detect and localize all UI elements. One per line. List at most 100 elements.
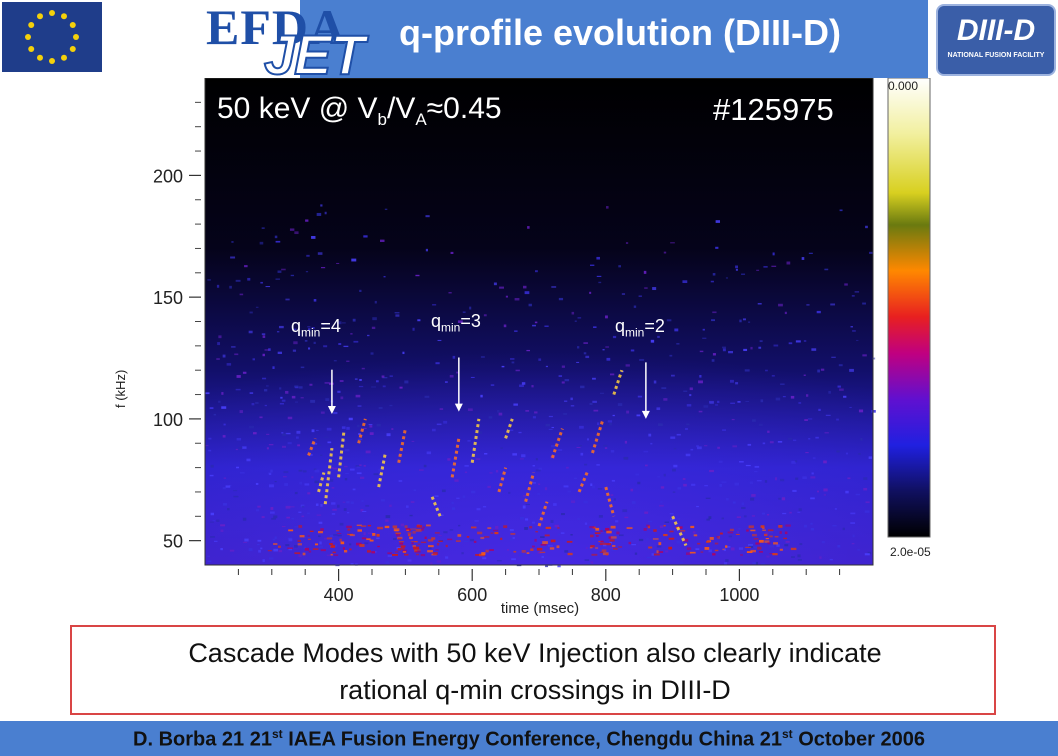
noise-speckle (590, 264, 595, 266)
noise-speckle (483, 314, 487, 317)
noise-speckle (773, 344, 779, 347)
low-frequency-band (347, 528, 351, 531)
noise-speckle (307, 347, 311, 350)
noise-speckle (599, 392, 605, 394)
noise-speckle (758, 346, 762, 349)
noise-speckle (216, 284, 220, 288)
noise-speckle (663, 251, 667, 254)
noise-speckle (751, 494, 756, 497)
low-frequency-band (566, 540, 573, 543)
noise-speckle (233, 495, 239, 498)
x-tick-label: 1000 (719, 585, 759, 605)
noise-speckle (784, 311, 787, 315)
cascade-mode-streak (550, 428, 564, 459)
noise-speckle (432, 304, 437, 306)
low-frequency-band (404, 525, 408, 528)
noise-speckle (445, 556, 449, 559)
noise-speckle (444, 381, 448, 383)
noise-speckle (765, 369, 768, 372)
low-frequency-band (740, 554, 743, 556)
noise-speckle (858, 453, 861, 455)
low-frequency-band (278, 545, 281, 548)
noise-speckle (798, 402, 802, 404)
noise-speckle (791, 556, 795, 558)
x-axis-label: time (msec) (501, 600, 579, 617)
noise-speckle (391, 428, 394, 430)
noise-speckle (787, 437, 793, 440)
noise-speckle (635, 473, 640, 476)
noise-speckle (702, 328, 705, 331)
noise-speckle (765, 531, 769, 535)
noise-speckle (657, 476, 661, 478)
low-frequency-band (410, 528, 417, 530)
noise-speckle (865, 501, 870, 504)
noise-speckle (850, 326, 853, 328)
low-frequency-band (405, 528, 410, 531)
noise-speckle (748, 321, 751, 323)
noise-speckle (382, 385, 386, 388)
noise-speckle (229, 484, 232, 487)
low-frequency-band (267, 550, 272, 552)
low-frequency-band (349, 548, 352, 551)
noise-speckle (521, 454, 526, 458)
low-frequency-band (367, 524, 372, 527)
low-frequency-band (693, 534, 698, 537)
noise-speckle (469, 306, 472, 310)
noise-speckle (265, 286, 271, 288)
noise-speckle (519, 516, 524, 520)
low-frequency-band (377, 545, 380, 548)
noise-speckle (842, 527, 845, 531)
low-frequency-band (400, 545, 406, 548)
noise-speckle (802, 476, 807, 480)
noise-speckle (611, 479, 615, 482)
noise-speckle (653, 380, 657, 384)
noise-speckle (638, 538, 644, 542)
noise-speckle (605, 315, 608, 319)
noise-speckle (732, 501, 736, 504)
noise-speckle (487, 485, 491, 488)
low-frequency-band (407, 532, 412, 534)
low-frequency-band (648, 546, 653, 549)
noise-speckle (467, 408, 473, 411)
low-frequency-band (427, 539, 434, 542)
noise-speckle (527, 226, 530, 229)
noise-speckle (557, 449, 563, 452)
noise-speckle (301, 515, 305, 518)
low-frequency-band (304, 547, 310, 551)
noise-speckle (852, 330, 856, 332)
low-frequency-band (320, 528, 324, 531)
cascade-mode-streak (337, 430, 346, 478)
noise-speckle (709, 469, 714, 473)
noise-speckle (607, 420, 613, 423)
low-frequency-band (333, 554, 339, 556)
beam-energy-label: 50 keV @ Vb/VA≈0.45 (217, 92, 502, 129)
noise-speckle (340, 396, 344, 400)
noise-speckle (754, 470, 758, 473)
noise-speckle (270, 511, 275, 514)
noise-speckle (356, 472, 362, 475)
noise-speckle (216, 358, 220, 360)
low-frequency-band (287, 547, 293, 549)
eu-star (69, 46, 76, 52)
low-frequency-band (686, 552, 691, 556)
low-frequency-band (485, 549, 489, 553)
noise-speckle (333, 411, 338, 415)
noise-speckle (359, 379, 362, 381)
noise-speckle (385, 515, 391, 519)
low-frequency-band (344, 550, 348, 553)
noise-speckle (218, 400, 221, 403)
noise-speckle (514, 330, 518, 332)
noise-speckle (462, 495, 466, 498)
noise-speckle (721, 481, 727, 484)
low-frequency-band (689, 551, 696, 554)
low-frequency-band (387, 552, 393, 554)
noise-speckle (580, 452, 584, 456)
noise-speckle (229, 549, 235, 552)
noise-speckle (324, 211, 327, 215)
noise-speckle (511, 558, 516, 561)
noise-speckle (609, 546, 614, 550)
eu-star (28, 22, 35, 28)
noise-speckle (349, 543, 352, 546)
noise-speckle (513, 403, 518, 406)
noise-speckle (342, 501, 346, 503)
